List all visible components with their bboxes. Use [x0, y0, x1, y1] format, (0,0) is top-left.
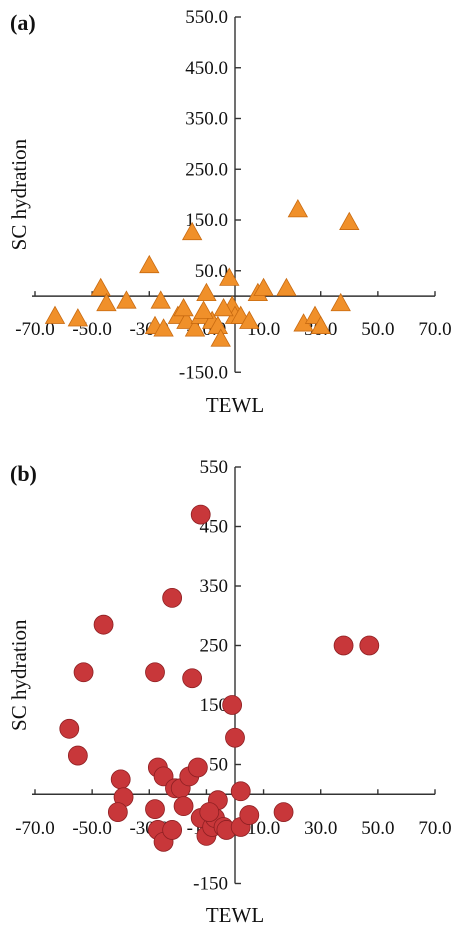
x-tick-label: 50.0: [361, 818, 394, 839]
data-point: [116, 290, 137, 309]
y-tick-label: 250: [200, 636, 229, 657]
y-tick-label: 150.0: [185, 210, 228, 231]
x-tick-label: -70.0: [15, 319, 55, 340]
data-point: [107, 802, 128, 822]
data-point: [90, 277, 111, 296]
data-point: [359, 635, 380, 656]
x-tick-label: 50.0: [361, 319, 394, 340]
data-point: [230, 781, 251, 802]
data-point: [213, 297, 234, 317]
data-point: [196, 282, 217, 301]
data-point: [162, 820, 183, 840]
data-point: [190, 504, 211, 525]
y-tick-label: 150: [200, 695, 229, 716]
y-tick-label: -150.0: [179, 362, 228, 383]
data-point: [96, 292, 117, 312]
data-point: [182, 668, 203, 689]
panel-b: (b)55045035025015050-150-70.0-50.0-30.0-…: [7, 457, 452, 927]
data-point: [253, 277, 274, 296]
data-point: [153, 318, 174, 337]
y-tick-label: 50.0: [195, 261, 228, 282]
data-point: [287, 199, 309, 218]
data-point: [222, 695, 243, 715]
panel-label: (b): [10, 461, 37, 486]
data-point: [193, 300, 214, 319]
data-point: [330, 292, 351, 312]
data-point: [333, 635, 354, 656]
data-point: [173, 796, 194, 817]
data-point: [139, 254, 160, 274]
data-point: [150, 290, 171, 309]
data-point: [225, 727, 245, 748]
y-tick-label: 550.0: [185, 7, 228, 28]
y-tick-label: 450.0: [185, 58, 228, 79]
x-axis-title: TEWL: [206, 903, 264, 927]
x-tick-label: 30.0: [304, 818, 337, 839]
y-tick-label: 350.0: [185, 109, 228, 130]
data-point: [199, 802, 220, 822]
data-point: [273, 802, 294, 822]
y-tick-label: 350: [200, 576, 229, 597]
y-tick-label: 550: [200, 457, 229, 478]
panel-a: (a) 550.0 450.0 350.0 250.0 150.0 50.0 -150.0 -7…: [7, 7, 452, 417]
data-point: [187, 757, 208, 778]
data-point: [239, 805, 260, 825]
data-point: [219, 267, 240, 286]
x-tick-label: 70.0: [418, 319, 451, 340]
data-point: [276, 277, 297, 296]
y-tick-label: -150: [193, 874, 228, 895]
x-tick-label: 70.0: [418, 818, 451, 839]
data-point: [239, 310, 260, 329]
data-point: [110, 769, 131, 790]
x-tick-label: -50.0: [72, 818, 112, 839]
panel-label: (a): [10, 10, 36, 35]
data-point: [310, 315, 331, 334]
data-point: [73, 662, 94, 683]
data-point: [59, 718, 80, 739]
y-tick-label: 50: [209, 755, 228, 776]
x-tick-label: 10.0: [247, 818, 280, 839]
data-point: [145, 662, 165, 683]
data-point: [181, 221, 203, 241]
data-point: [184, 318, 206, 337]
y-axis-title: SC hydration: [7, 138, 31, 250]
data-point: [173, 297, 194, 317]
data-point: [339, 211, 360, 230]
y-tick-label: 250.0: [185, 159, 228, 180]
y-axis-title: SC hydration: [7, 619, 31, 731]
data-point: [67, 308, 89, 327]
data-point: [93, 614, 114, 635]
x-axis-title: TEWL: [206, 393, 264, 417]
data-point: [145, 799, 165, 820]
x-tick-label: -70.0: [15, 818, 55, 839]
data-point: [176, 310, 197, 329]
data-point: [44, 305, 66, 324]
data-point: [67, 745, 88, 766]
data-point: [210, 328, 231, 347]
data-point: [162, 588, 183, 608]
